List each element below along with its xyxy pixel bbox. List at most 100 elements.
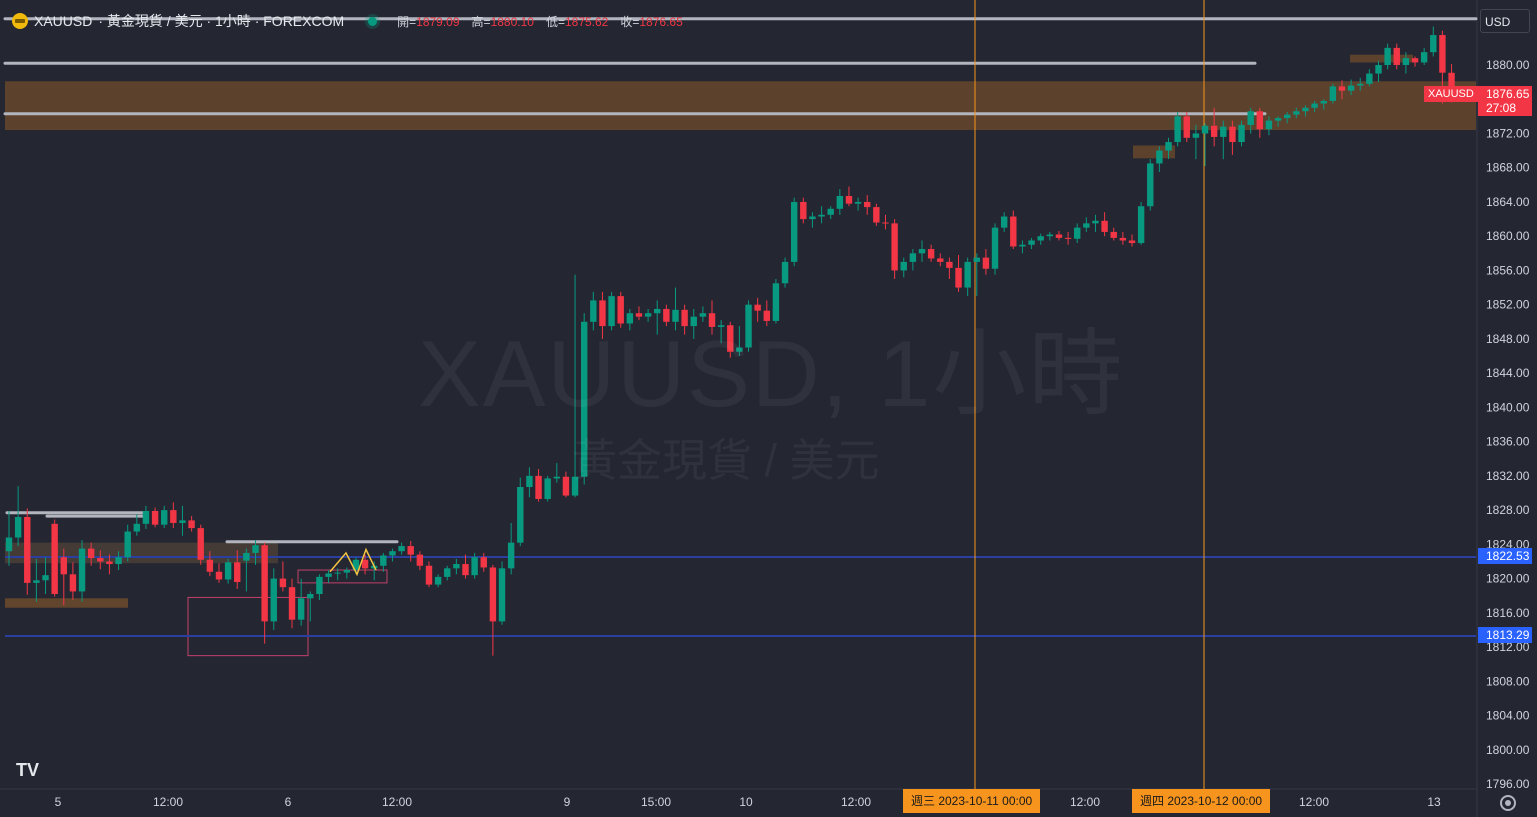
candle-body bbox=[1220, 126, 1227, 137]
candle-body bbox=[142, 510, 150, 524]
price-tick-label: 1824.00 bbox=[1486, 537, 1530, 551]
price-tick-label: 1856.00 bbox=[1486, 263, 1530, 277]
candle bbox=[389, 548, 396, 562]
candle bbox=[1420, 47, 1428, 65]
candle bbox=[480, 552, 487, 572]
candle bbox=[1411, 56, 1419, 67]
candle bbox=[635, 306, 643, 321]
candle-body bbox=[179, 520, 186, 523]
price-tick-label: 1836.00 bbox=[1486, 435, 1530, 449]
candle-body bbox=[24, 516, 31, 583]
candle-body bbox=[864, 201, 871, 208]
candle-body bbox=[927, 249, 935, 259]
candle bbox=[736, 326, 743, 357]
horizontal-line-price-tag[interactable]: 1813.29 bbox=[1478, 627, 1532, 643]
candle-body bbox=[1183, 116, 1190, 138]
candle-body bbox=[909, 253, 917, 262]
candle bbox=[142, 505, 150, 529]
candle-body bbox=[1201, 125, 1209, 134]
candle bbox=[224, 558, 232, 584]
price-tick-label: 1796.00 bbox=[1486, 777, 1530, 791]
candle-body bbox=[991, 227, 999, 269]
candle bbox=[453, 558, 460, 575]
candle-body bbox=[1293, 111, 1300, 115]
bar-countdown: 27:08 bbox=[1486, 101, 1517, 115]
candle-body bbox=[270, 578, 277, 622]
candle bbox=[526, 467, 533, 498]
price-tick-label: 1840.00 bbox=[1486, 400, 1530, 414]
candle-body bbox=[1329, 86, 1337, 101]
candle bbox=[115, 551, 122, 571]
candle bbox=[1366, 69, 1373, 87]
candle bbox=[215, 563, 223, 583]
candle-body bbox=[681, 309, 688, 327]
candle bbox=[599, 291, 606, 339]
candle bbox=[380, 552, 387, 572]
candle-body bbox=[1274, 118, 1282, 121]
candle bbox=[1357, 77, 1364, 91]
candle-body bbox=[672, 309, 679, 322]
candle-body bbox=[1210, 125, 1218, 137]
candle-body bbox=[5, 537, 13, 552]
candle-body bbox=[343, 570, 351, 573]
supply-zone bbox=[1350, 54, 1413, 63]
candle-body bbox=[444, 568, 451, 577]
candle-body bbox=[215, 571, 223, 580]
candle-body bbox=[1384, 47, 1391, 65]
candle bbox=[617, 291, 624, 328]
candle-body bbox=[690, 316, 697, 327]
candle bbox=[1128, 234, 1136, 247]
gear-icon[interactable] bbox=[1500, 795, 1516, 811]
candle bbox=[1074, 223, 1081, 244]
candle-body bbox=[1083, 223, 1090, 228]
horizontal-line-price-tag[interactable]: 1822.53 bbox=[1478, 548, 1532, 564]
candle-body bbox=[836, 195, 844, 209]
candle bbox=[316, 574, 323, 600]
candle-body bbox=[1375, 65, 1382, 74]
tradingview-logo[interactable]: TV bbox=[16, 760, 40, 780]
candle bbox=[270, 568, 277, 630]
candle-body bbox=[827, 208, 834, 215]
vertical-line-time-tag[interactable]: 週四 2023-10-12 00:00 bbox=[1132, 789, 1271, 813]
vertical-line-time-tag[interactable]: 週三 2023-10-11 00:00 bbox=[903, 789, 1041, 813]
candle-body bbox=[498, 568, 506, 622]
candle bbox=[809, 212, 816, 228]
candle bbox=[1165, 137, 1172, 160]
candle bbox=[489, 564, 497, 656]
time-tick-label: 12:00 bbox=[153, 795, 183, 809]
candle-body bbox=[571, 476, 579, 496]
candle bbox=[1402, 52, 1410, 74]
candle bbox=[827, 206, 834, 220]
candle bbox=[964, 257, 971, 297]
candle-body bbox=[453, 564, 460, 569]
candle-body bbox=[14, 516, 22, 538]
candle-body bbox=[1110, 231, 1117, 238]
candle bbox=[708, 300, 716, 335]
candle-body bbox=[352, 559, 360, 571]
candle-body bbox=[1192, 133, 1200, 138]
description-watermark: 黃金現貨 / 美元 bbox=[572, 435, 880, 486]
candle-body bbox=[1019, 244, 1026, 247]
candle-body bbox=[261, 545, 268, 622]
candle bbox=[407, 540, 414, 562]
candle bbox=[343, 567, 351, 579]
candle-body bbox=[745, 304, 752, 348]
candle bbox=[1247, 107, 1254, 134]
currency-button[interactable]: USD bbox=[1480, 9, 1530, 33]
candle-body bbox=[471, 557, 478, 576]
candle bbox=[1046, 231, 1054, 241]
legend-symbol[interactable]: XAUUSD bbox=[34, 13, 93, 29]
candle bbox=[498, 561, 506, 625]
candle bbox=[1192, 124, 1200, 160]
candle bbox=[325, 570, 332, 583]
candle-body bbox=[1411, 58, 1419, 63]
candle-body bbox=[1000, 216, 1008, 228]
candle bbox=[854, 197, 862, 211]
candle-body bbox=[535, 475, 542, 499]
candle bbox=[197, 524, 204, 565]
candle-body bbox=[1156, 150, 1163, 164]
candle bbox=[571, 274, 579, 498]
legend-title[interactable]: · 黃金現貨 / 美元 · 1小時 · FOREXCOM bbox=[98, 13, 345, 29]
time-tick-label: 15:00 bbox=[641, 795, 671, 809]
